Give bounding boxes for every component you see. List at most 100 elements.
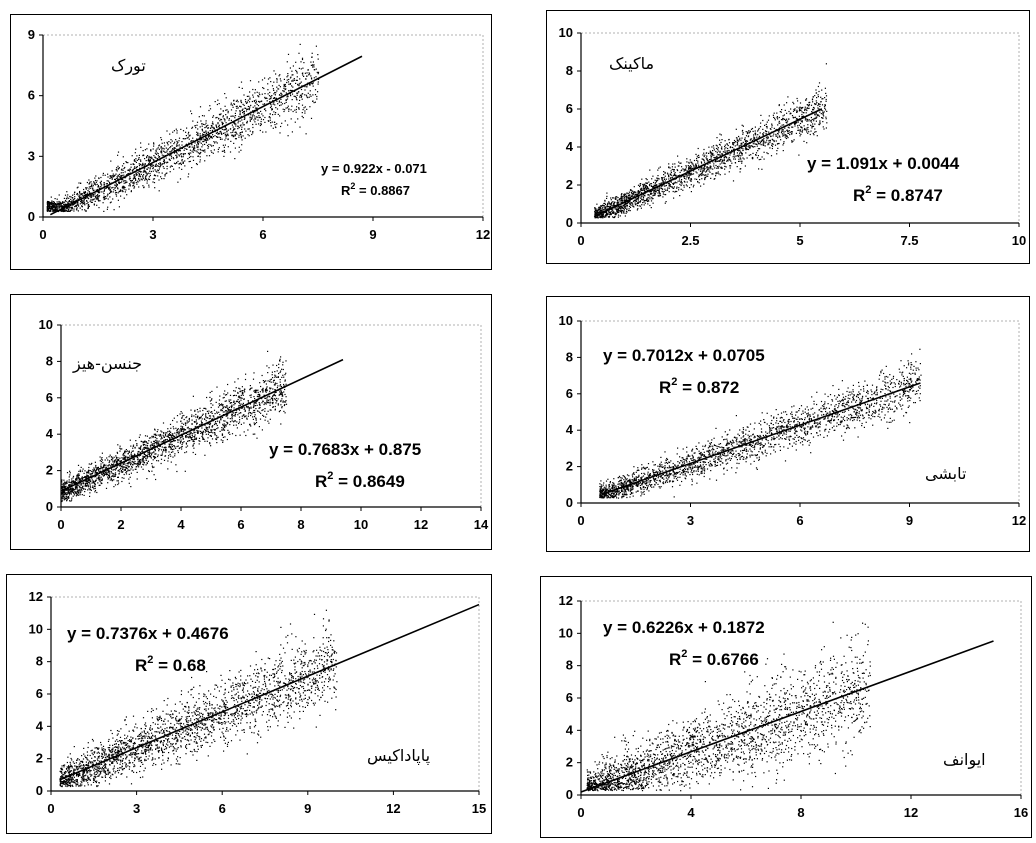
data-point [119, 176, 121, 178]
data-point [195, 421, 197, 423]
data-point [744, 139, 746, 141]
data-point [820, 96, 822, 98]
data-point [169, 133, 171, 135]
data-point [813, 118, 815, 120]
data-point [310, 61, 312, 63]
data-point [712, 173, 714, 175]
data-point [282, 108, 284, 110]
data-point [759, 148, 761, 150]
data-point [293, 95, 295, 97]
data-point [646, 199, 648, 201]
data-point [120, 169, 123, 171]
data-point [706, 169, 708, 171]
data-point [680, 188, 682, 190]
data-point [288, 90, 290, 92]
data-point [135, 181, 137, 184]
data-point [67, 202, 69, 204]
data-point [615, 197, 617, 199]
data-point [716, 167, 718, 169]
data-point [703, 166, 706, 168]
data-point [312, 85, 314, 87]
data-point [197, 143, 199, 145]
data-point [269, 399, 271, 401]
data-point [146, 148, 148, 150]
data-point [133, 462, 135, 464]
data-point [271, 95, 273, 97]
data-point [75, 202, 77, 204]
data-point [649, 185, 651, 187]
data-point [224, 144, 226, 146]
data-point [755, 134, 757, 136]
data-point [226, 134, 228, 137]
data-point [674, 182, 676, 184]
data-point [683, 170, 685, 172]
data-point [273, 97, 276, 99]
data-point [620, 195, 622, 197]
data-point [746, 148, 748, 150]
data-point [629, 206, 632, 208]
data-point [668, 185, 670, 187]
data-point [102, 174, 104, 176]
data-point [752, 156, 754, 159]
data-point [622, 207, 625, 209]
data-point [693, 159, 696, 162]
data-point [167, 148, 169, 150]
data-point [205, 136, 207, 138]
data-point [594, 214, 596, 216]
data-point [130, 486, 132, 488]
data-point [240, 132, 242, 134]
data-point [152, 170, 154, 172]
data-point [778, 116, 780, 119]
data-point [80, 196, 82, 198]
data-point [145, 172, 147, 174]
data-point [138, 175, 140, 177]
data-point [73, 208, 75, 210]
data-point [160, 137, 162, 139]
data-point [122, 463, 124, 466]
data-point [304, 112, 306, 114]
data-point [132, 182, 134, 184]
data-point [187, 176, 189, 178]
data-point [311, 56, 313, 58]
data-point [294, 109, 296, 111]
data-point [213, 128, 215, 130]
data-point [274, 383, 276, 385]
data-point [621, 209, 623, 211]
data-point [692, 163, 694, 165]
data-point [181, 160, 183, 162]
data-point [171, 149, 173, 151]
data-point [733, 139, 736, 142]
data-point [670, 174, 672, 176]
data-point [160, 150, 162, 152]
data-point [632, 191, 634, 193]
data-point [70, 489, 72, 492]
data-point [776, 153, 778, 155]
data-point [273, 379, 275, 382]
data-point [782, 135, 784, 137]
data-point [785, 121, 787, 123]
data-point [728, 156, 730, 159]
data-point [143, 164, 145, 166]
data-point [767, 137, 769, 140]
data-point [595, 213, 597, 215]
data-point [215, 124, 217, 126]
data-point [626, 209, 628, 211]
data-point [643, 184, 645, 186]
data-point [202, 436, 204, 438]
data-point [129, 170, 131, 172]
data-point [285, 383, 287, 385]
data-point [188, 173, 190, 175]
data-point [169, 159, 171, 161]
data-point [214, 142, 216, 144]
data-point [185, 148, 188, 150]
data-point [291, 85, 293, 87]
data-point [689, 187, 691, 189]
data-point [248, 107, 251, 109]
data-point [637, 197, 639, 199]
data-point [233, 142, 235, 144]
data-point [76, 192, 78, 195]
data-point [146, 168, 148, 170]
data-point [637, 184, 640, 186]
data-point [623, 205, 625, 207]
data-point [825, 98, 827, 101]
